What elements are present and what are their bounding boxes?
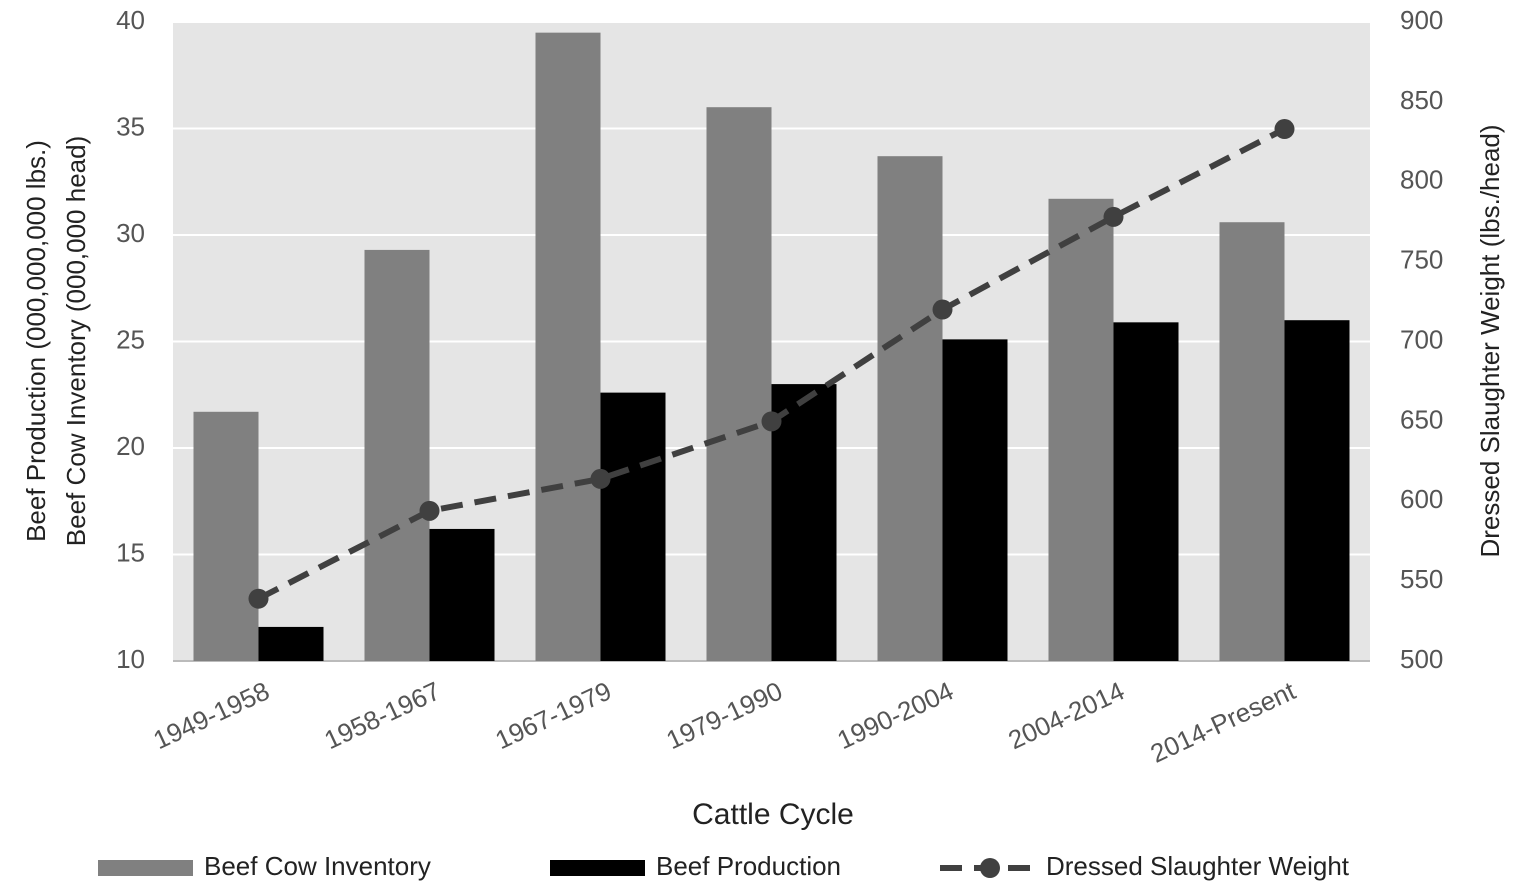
line-marker	[248, 588, 269, 609]
bar	[258, 626, 324, 661]
y-axis-label: Beef Cow Inventory (000,000 head)	[61, 136, 91, 546]
y-tick-label: 20	[116, 431, 145, 461]
line-marker	[932, 299, 953, 320]
legend-label: Dressed Slaughter Weight	[1046, 851, 1350, 881]
bar	[706, 107, 772, 661]
bar	[535, 32, 601, 661]
y-tick-label: 25	[116, 324, 145, 354]
x-tick-label: 2004-2014	[1004, 675, 1129, 755]
legend-label: Beef Production	[656, 851, 841, 881]
bar	[600, 392, 666, 661]
y-tick-label: 10	[116, 644, 145, 674]
x-tick-label: 1958-1967	[320, 675, 445, 755]
y-axis-label: Beef Production (000,000,000 lbs.)	[21, 140, 51, 542]
legend-swatch	[980, 858, 1000, 878]
bar	[771, 384, 837, 661]
line-marker	[761, 411, 782, 432]
y2-tick-label: 600	[1400, 484, 1443, 514]
y2-tick-label: 500	[1400, 644, 1443, 674]
x-tick-label: 1990-2004	[833, 675, 958, 755]
y-tick-label: 40	[116, 5, 145, 35]
bar	[1113, 322, 1179, 661]
bar	[364, 249, 430, 661]
bar	[1048, 198, 1114, 662]
x-axis-label: Cattle Cycle	[692, 798, 854, 831]
x-tick-label: 2014-Present	[1146, 675, 1301, 768]
y-tick-label: 35	[116, 111, 145, 141]
bar	[877, 156, 943, 661]
legend-label: Beef Cow Inventory	[204, 851, 431, 881]
bar	[942, 339, 1008, 661]
line-marker	[1103, 206, 1124, 227]
y2-tick-label: 550	[1400, 564, 1443, 594]
y2-axis-label: Dressed Slaughter Weight (lbs./head)	[1475, 124, 1505, 557]
bar	[1284, 320, 1350, 661]
y2-tick-label: 750	[1400, 245, 1443, 275]
y2-tick-label: 900	[1400, 5, 1443, 35]
legend-swatch	[98, 860, 193, 876]
line-marker	[419, 500, 440, 521]
line-marker	[590, 468, 611, 489]
bar	[193, 411, 259, 661]
y2-tick-label: 700	[1400, 324, 1443, 354]
y2-tick-label: 850	[1400, 85, 1443, 115]
legend-swatch	[550, 860, 645, 876]
y-tick-label: 30	[116, 218, 145, 248]
bar	[429, 528, 495, 661]
y-tick-label: 15	[116, 537, 145, 567]
x-tick-label: 1979-1990	[662, 675, 787, 755]
y2-tick-label: 800	[1400, 165, 1443, 195]
x-tick-label: 1967-1979	[491, 675, 616, 755]
bar	[1219, 222, 1285, 661]
x-tick-label: 1949-1958	[149, 675, 274, 755]
y2-tick-label: 650	[1400, 404, 1443, 434]
line-marker	[1274, 119, 1295, 140]
